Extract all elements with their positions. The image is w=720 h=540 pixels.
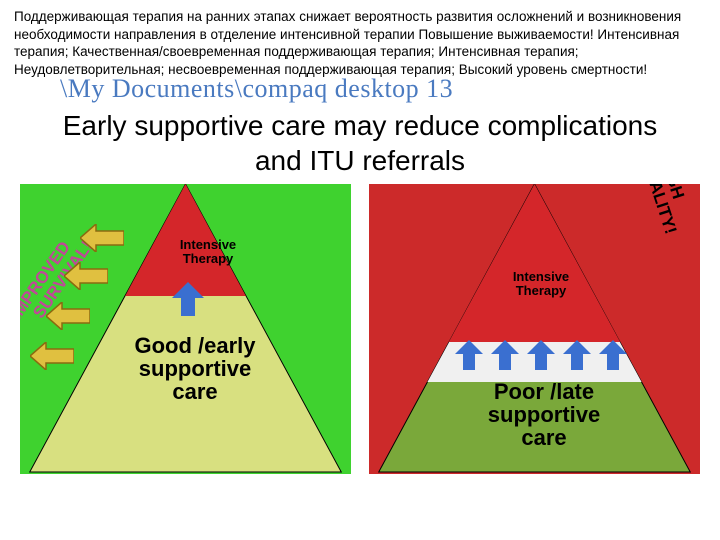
left-out-arrow-3 [46,302,90,330]
file-path-text: \My Documents\compaq desktop 13 [0,74,720,104]
right-intensive-label: Intensive Therapy [501,270,581,299]
right-up-arrow-3 [525,340,557,370]
left-panel: IMPROVED SURVIVAL! Intensive Therapy Goo… [20,184,351,474]
left-out-arrow-2 [64,262,108,290]
left-care-label: Good /early supportive care [120,334,270,403]
right-up-arrow-5 [597,340,629,370]
panels-container: IMPROVED SURVIVAL! Intensive Therapy Goo… [0,184,720,474]
right-up-arrow-4 [561,340,593,370]
right-up-arrow-1 [453,340,485,370]
chart-title: Early supportive care may reduce complic… [0,104,720,184]
left-out-arrow-1 [80,224,124,252]
right-panel: HIGH MORTALITY! Intensive Therapy Poor /… [369,184,700,474]
left-up-arrow-1 [168,282,208,316]
left-out-arrow-4 [30,342,74,370]
right-up-arrow-2 [489,340,521,370]
left-intensive-label: Intensive Therapy [168,238,248,267]
russian-intro-text: Поддерживающая терапия на ранних этапах … [0,0,720,80]
right-care-label: Poor /late supportive care [464,380,624,449]
